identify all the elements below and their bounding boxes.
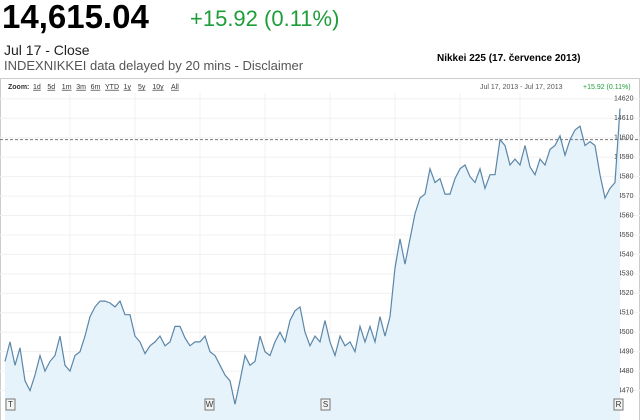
price-change: +15.92 (0.11%) [190,6,340,31]
y-tick-label: 14480 [614,368,634,375]
y-tick-label: 14600 [614,135,634,142]
y-tick-label: 14470 [614,387,634,394]
range-link[interactable]: 3m [76,84,86,91]
y-tick-label: 14490 [614,349,634,356]
range-link[interactable]: 10y [152,84,164,91]
flag-box [5,398,16,411]
flag-box [204,398,215,411]
y-tick-label: 14500 [614,329,634,336]
y-tick-label: 14580 [614,173,634,180]
flag[interactable]: T [8,400,13,409]
range-link[interactable]: 1m [62,84,72,91]
toolbar: 1d 5d 1m 3m 6m YTD 1y 5y 10y All [33,84,179,91]
zoom-label: Zoom: [8,84,29,91]
y-tick-label: 14570 [614,193,634,200]
y-tick-label: 14590 [614,154,634,161]
flag-box [613,398,624,411]
y-tick-label: 14620 [614,96,634,103]
flag[interactable]: W [206,400,214,409]
chart-caption: Nikkei 225 (17. července 2013) [437,53,581,64]
range-link[interactable]: 1y [124,84,132,91]
y-tick-label: 14560 [614,212,634,219]
plot: 14470 14480 14490 14500 14510 14520 14530 14540… [0,93,640,420]
y-tick-label: 14510 [614,310,634,317]
y-tick-label: 14550 [614,232,634,239]
range-link[interactable]: 6m [91,84,101,91]
price-line [4,108,621,405]
y-tick-label: 14610 [614,115,634,122]
range-link[interactable]: 5y [138,84,146,91]
y-tick-label: 14530 [614,271,634,278]
range-link[interactable]: 5d [47,84,55,91]
area [5,108,620,420]
range-link[interactable]: YTD [105,84,119,91]
close-date: Jul 17 - Close [4,42,90,58]
price: 14,615.04 [2,0,149,35]
y-tick-label: 14520 [614,290,634,297]
flag-box [320,398,331,411]
source-note[interactable]: INDEXNIKKEI data delayed by 20 mins - Di… [4,58,304,73]
flag[interactable]: R [616,400,622,409]
period-change: +15.92 (0.11%) [583,84,631,91]
period: Jul 17, 2013 - Jul 17, 2013 [480,84,563,91]
range-link[interactable]: 1d [33,84,41,91]
y-tick-label: 14540 [614,251,634,258]
range-link[interactable]: All [171,84,179,91]
flag[interactable]: S [323,400,328,409]
